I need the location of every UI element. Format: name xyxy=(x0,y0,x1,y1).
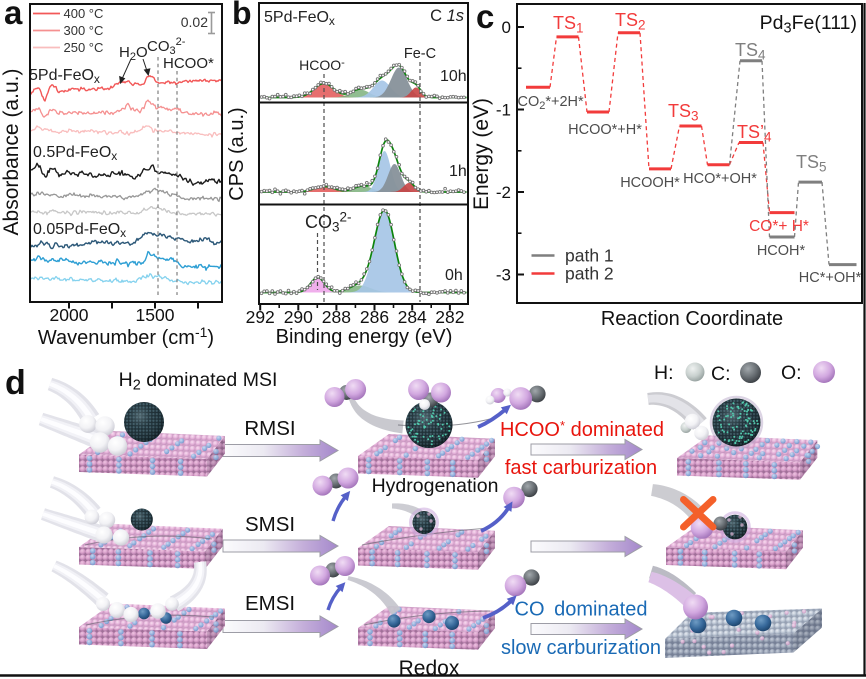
svg-text:HCOO*: HCOO* xyxy=(163,55,214,72)
svg-text:2000: 2000 xyxy=(50,305,89,325)
svg-text:HC*+OH*: HC*+OH* xyxy=(799,270,862,286)
svg-text:0.02: 0.02 xyxy=(181,14,208,30)
svg-text:Fe-C: Fe-C xyxy=(404,46,436,62)
svg-text:TS2: TS2 xyxy=(615,10,646,33)
svg-text:HCO*+OH*: HCO*+OH* xyxy=(683,171,757,187)
svg-text:286: 286 xyxy=(360,307,389,327)
svg-text:d: d xyxy=(5,364,26,402)
svg-text:0.05Pd-FeOx: 0.05Pd-FeOx xyxy=(33,221,126,240)
svg-text:path 2: path 2 xyxy=(565,264,614,284)
svg-text:300 °C: 300 °C xyxy=(64,23,104,38)
svg-text:TS3: TS3 xyxy=(668,101,699,124)
svg-text:H2 dominated MSI: H2 dominated MSI xyxy=(119,369,278,394)
svg-text:TS1: TS1 xyxy=(553,13,584,36)
svg-text:CO2*+2H*: CO2*+2H* xyxy=(518,94,585,112)
svg-text:-2: -2 xyxy=(496,183,511,202)
svg-text:c: c xyxy=(476,0,494,35)
svg-text:SMSI: SMSI xyxy=(245,513,295,536)
svg-text:Binding energy (eV): Binding energy (eV) xyxy=(276,326,453,348)
svg-text:10h: 10h xyxy=(440,68,467,85)
svg-text:HCOH*: HCOH* xyxy=(757,243,806,259)
svg-text:CO*+ H*: CO*+ H* xyxy=(749,218,809,235)
svg-text:Wavenumber (cm-1): Wavenumber (cm-1) xyxy=(38,324,214,349)
svg-text:250 °C: 250 °C xyxy=(64,40,104,55)
svg-text:CO dominated: CO dominated xyxy=(515,599,648,621)
svg-text:0h: 0h xyxy=(445,267,463,284)
svg-text:-3: -3 xyxy=(496,266,511,285)
svg-text:1500: 1500 xyxy=(136,305,175,325)
svg-text:TS’4: TS’4 xyxy=(737,122,772,145)
svg-text:fast carburization: fast carburization xyxy=(505,457,657,479)
svg-text:O:: O: xyxy=(781,362,802,384)
svg-text:Pd3Fe(111): Pd3Fe(111) xyxy=(760,12,857,37)
svg-text:Energy (eV): Energy (eV) xyxy=(470,98,493,210)
svg-text:TS5: TS5 xyxy=(796,152,827,175)
svg-text:5Pd-FeOx: 5Pd-FeOx xyxy=(264,9,335,28)
svg-text:HCOO*+H*: HCOO*+H* xyxy=(568,122,642,138)
svg-text:288: 288 xyxy=(322,307,351,327)
svg-text:290: 290 xyxy=(284,307,313,327)
svg-text:HCOOH*: HCOOH* xyxy=(620,175,680,191)
svg-text:path 1: path 1 xyxy=(565,246,614,266)
svg-text:0.5Pd-FeOx: 0.5Pd-FeOx xyxy=(33,144,117,163)
svg-text:284: 284 xyxy=(398,307,427,327)
svg-text:RMSI: RMSI xyxy=(244,417,295,440)
svg-text:HCOO-: HCOO- xyxy=(299,57,345,73)
svg-text:0: 0 xyxy=(502,18,511,37)
svg-text:EMSI: EMSI xyxy=(245,592,295,615)
svg-text:Redox: Redox xyxy=(399,657,460,679)
svg-text:5Pd-FeOx: 5Pd-FeOx xyxy=(29,67,100,86)
svg-text:HCOO* dominated: HCOO* dominated xyxy=(500,418,664,441)
svg-text:CPS (a.u.): CPS (a.u.) xyxy=(226,107,248,200)
svg-text:Reaction Coordinate: Reaction Coordinate xyxy=(601,308,783,330)
svg-text:1h: 1h xyxy=(449,163,467,180)
svg-text:Hydrogenation: Hydrogenation xyxy=(372,475,499,497)
svg-text:C 1s: C 1s xyxy=(430,7,464,25)
svg-text:a: a xyxy=(4,0,23,31)
svg-text:292: 292 xyxy=(246,307,275,327)
svg-text:282: 282 xyxy=(435,307,464,327)
svg-text:C:: C: xyxy=(711,363,731,385)
svg-text:400 °C: 400 °C xyxy=(64,6,104,21)
svg-text:H:: H: xyxy=(654,362,674,384)
svg-text:slow carburization: slow carburization xyxy=(501,637,661,659)
svg-text:-1: -1 xyxy=(496,101,511,120)
svg-text:Absorbance (a.u.): Absorbance (a.u.) xyxy=(0,69,23,236)
svg-text:b: b xyxy=(232,0,252,31)
svg-text:H2O: H2O xyxy=(119,44,148,63)
